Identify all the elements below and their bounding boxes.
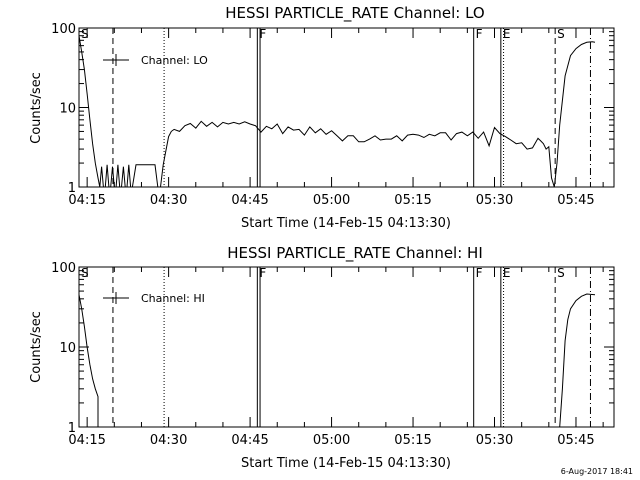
chart-title: HESSI PARTICLE_RATE Channel: LO (225, 4, 484, 23)
y-ticks: 1 10 100 (51, 261, 614, 436)
series-line (78, 35, 596, 188)
y-tick-label: 10 (59, 341, 76, 356)
y-tick-label: 10 (59, 102, 76, 117)
x-tick-label: 05:30 (476, 433, 513, 448)
x-tick-label: 05:45 (557, 433, 594, 448)
y-tick-label: 100 (51, 261, 76, 276)
x-tick-label: 05:45 (557, 193, 594, 208)
x-tick-label: 04:15 (68, 433, 105, 448)
x-tick-label: 04:30 (150, 433, 187, 448)
legend: Channel: HI (103, 292, 205, 305)
data-series (78, 293, 596, 428)
x-tick-label: 04:30 (150, 193, 187, 208)
y-tick-label: 1 (68, 421, 76, 436)
panel-lo: HESSI PARTICLE_RATE Channel: LO Counts/s… (29, 4, 615, 231)
timestamp: 6-Aug-2017 18:41 (561, 467, 633, 476)
x-tick-label: 05:00 (313, 193, 350, 208)
marker-label: S (557, 266, 565, 280)
marker-label: E (503, 266, 511, 280)
y-axis-label: Counts/sec (29, 72, 44, 144)
x-tick-label: 05:00 (313, 433, 350, 448)
x-ticks: 04:15 04:30 04:45 05:00 05:15 05:30 05:45 (68, 28, 604, 208)
marker-label: S (81, 266, 89, 280)
marker-label: E (503, 27, 511, 41)
chart-title: HESSI PARTICLE_RATE Channel: HI (227, 244, 483, 263)
plot-frame (78, 27, 615, 188)
y-ticks: 1 10 100 (51, 22, 614, 196)
marker-label: S (557, 27, 565, 41)
x-ticks: 04:15 04:30 04:45 05:00 05:15 05:30 05:45 (68, 267, 604, 448)
data-series (78, 35, 596, 188)
marker-label: S (81, 27, 89, 41)
x-tick-label: 04:45 (231, 193, 268, 208)
marker-label: F (259, 266, 266, 280)
x-tick-label: 04:15 (68, 193, 105, 208)
x-axis-label: Start Time (14-Feb-15 04:13:30) (241, 456, 451, 471)
marker-label: F (476, 266, 483, 280)
marker-label: F (259, 27, 266, 41)
x-tick-label: 05:30 (476, 193, 513, 208)
series-line (78, 293, 596, 428)
y-tick-label: 100 (51, 22, 76, 37)
legend-entry: Channel: LO (141, 54, 208, 67)
y-tick-label: 1 (68, 181, 76, 196)
legend-entry: Channel: HI (141, 292, 205, 305)
marker-label: F (476, 27, 483, 41)
x-tick-label: 04:45 (231, 433, 268, 448)
plot-frame (78, 266, 615, 428)
y-axis-label: Counts/sec (29, 311, 44, 383)
panel-hi: HESSI PARTICLE_RATE Channel: HI Counts/s… (29, 244, 615, 471)
legend: Channel: LO (103, 54, 208, 67)
x-tick-label: 05:15 (394, 193, 431, 208)
x-axis-label: Start Time (14-Feb-15 04:13:30) (241, 216, 451, 231)
x-tick-label: 05:15 (394, 433, 431, 448)
